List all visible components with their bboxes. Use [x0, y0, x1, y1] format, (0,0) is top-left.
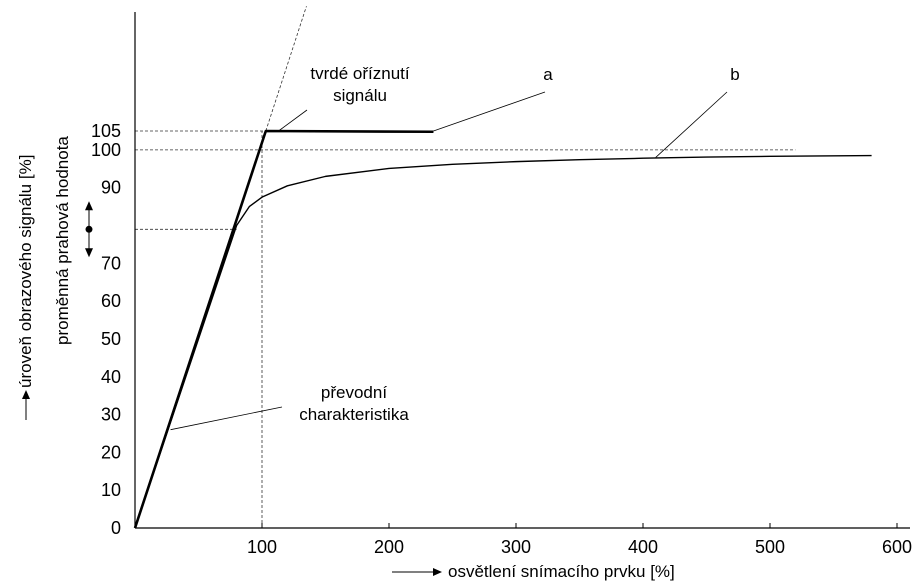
threshold-arrow-down: [85, 248, 93, 258]
y-tick-label: 60: [101, 291, 121, 311]
annotation-label: b: [730, 65, 739, 84]
reference-lines: [135, 6, 796, 528]
annotation-leader: [655, 91, 728, 158]
y-tick-label: 40: [101, 367, 121, 387]
series-lines: [133, 129, 872, 529]
y-tick-label: 70: [101, 253, 121, 273]
threshold-marker: [85, 201, 93, 258]
y-axis-label-2: proměnná prahová hodnota: [53, 136, 72, 345]
annotation-line: b: [730, 65, 739, 84]
y-tick-label: 90: [101, 178, 121, 198]
x-axis-arrow: [392, 568, 442, 576]
y-tick-label: 20: [101, 442, 121, 462]
annotation-line: charakteristika: [299, 405, 409, 424]
series-line-a: [133, 129, 434, 529]
annotation-label: a: [543, 65, 553, 84]
y-tick-label: 30: [101, 405, 121, 425]
series-line-b: [134, 154, 872, 529]
threshold-dot: [85, 225, 93, 233]
annotation-line: signálu: [333, 86, 387, 105]
x-tick-label: 300: [501, 537, 531, 557]
annotation-line: převodní: [321, 383, 387, 402]
y-tick-label: 50: [101, 329, 121, 349]
y-tick-label: 10: [101, 480, 121, 500]
annotations: tvrdé oříznutí signálu a b převodní charakter…: [170, 64, 740, 431]
annotation-label: tvrdé oříznutí signálu: [310, 64, 409, 105]
threshold-arrow-up: [85, 201, 93, 211]
y-axis-arrow: [22, 390, 30, 420]
y-tick-label: 0: [111, 518, 121, 538]
annotation-label: převodní charakteristika: [299, 383, 409, 424]
axes: [134, 12, 910, 529]
x-tick-label: 200: [374, 537, 404, 557]
y-axis-label: úroveň obrazového signálu [%]: [16, 155, 35, 388]
x-axis-label: osvětlení snímacího prvku [%]: [448, 562, 675, 581]
annotation-leader: [170, 406, 283, 431]
y-tick-label: 100: [91, 140, 121, 160]
annotation-line: a: [543, 65, 553, 84]
reference-line-extension: [265, 6, 307, 132]
x-tick-label: 400: [628, 537, 658, 557]
annotation-leader: [278, 109, 308, 132]
x-tick-label: 500: [755, 537, 785, 557]
x-tick-label: 100: [247, 537, 277, 557]
x-tick-label: 600: [882, 537, 912, 557]
annotation-line: tvrdé oříznutí: [310, 64, 409, 83]
annotation-leader: [433, 91, 546, 132]
tick-labels: 100 200 300 400 500 6000102030405060709010010…: [91, 121, 912, 557]
y-tick-label: 105: [91, 121, 121, 141]
